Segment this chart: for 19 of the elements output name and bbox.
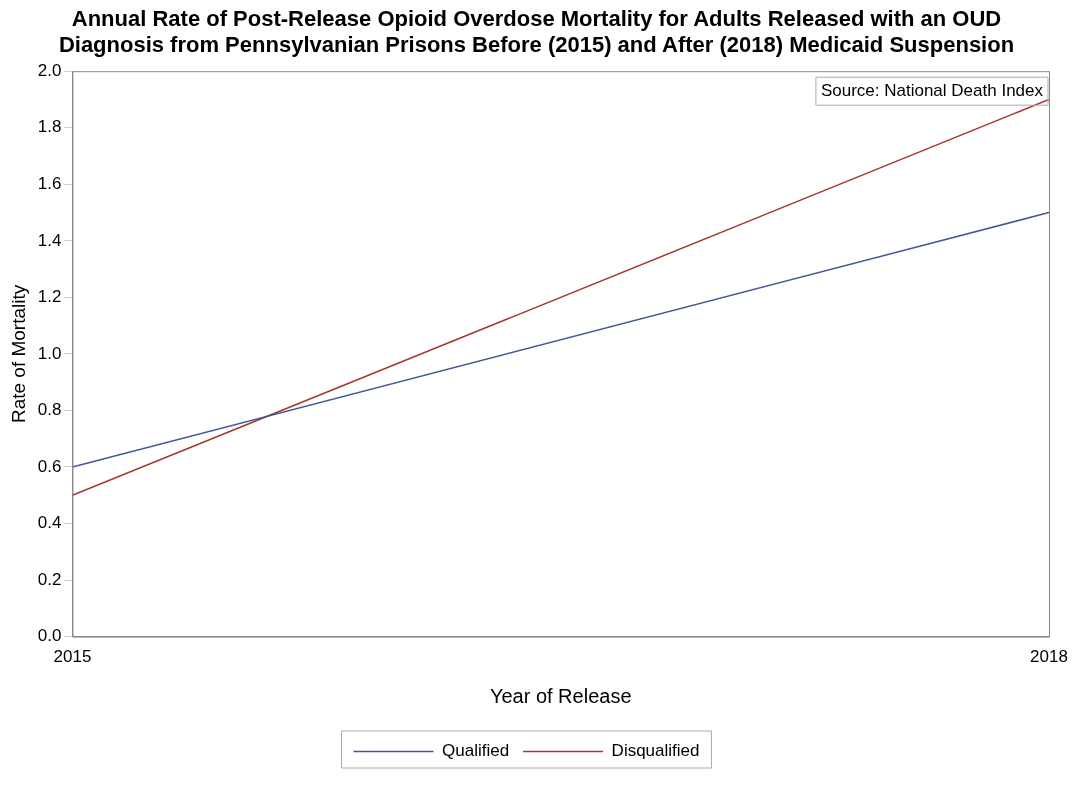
y-tick-label: 1.6 [37,173,62,193]
y-tick-label: 0.4 [37,513,62,533]
y-tick-label: 1.8 [37,117,62,137]
x-tick-label: 2018 [1030,647,1068,667]
x-tick-label: 2015 [53,647,92,667]
chart-title: Annual Rate of Post-Release Opioid Overdose Mortality for Adults Released with an OUD Diagnosis from Pennsylvanian Prisons Before (2015) and After (2018) Medicaid Suspension [57,6,1016,58]
y-tick-label: 0.2 [37,569,62,589]
y-tick-label: 0.8 [37,400,62,420]
y-tick-label: 2.0 [37,60,62,80]
y-tick-label: 1.4 [37,230,62,250]
legend-label: Qualified [442,741,510,761]
y-tick-label: 0.6 [37,456,62,476]
annotation: Source: National Death Index [820,80,1044,100]
y-tick-label: 1.2 [37,287,62,307]
x-axis-title: Year of Release [489,684,632,707]
legend-label: Disqualified [611,741,700,761]
y-tick-label: 0.0 [37,626,62,646]
y-axis-title: Rate of Mortality [7,284,29,424]
y-tick-label: 1.0 [37,343,62,363]
